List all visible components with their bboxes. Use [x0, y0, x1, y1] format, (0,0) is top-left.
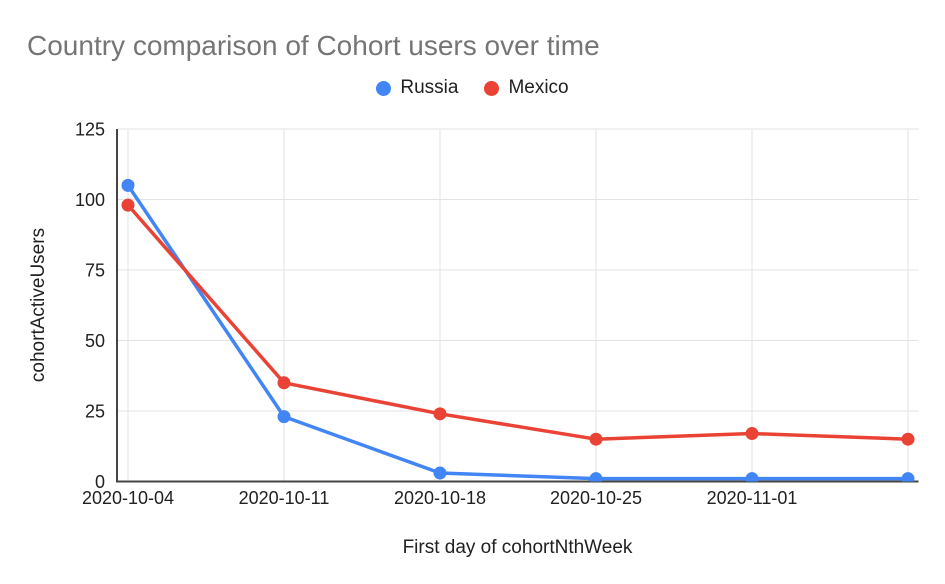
y-tick-label-25: 25: [85, 402, 105, 422]
legend-item-mexico: Mexico: [484, 77, 569, 99]
legend-label-mexico: Mexico: [508, 77, 569, 98]
data-point-mexico-3: [589, 432, 603, 446]
legend-dot-russia-icon: [376, 80, 392, 96]
data-point-mexico-1: [277, 376, 291, 390]
y-tick-label-75: 75: [85, 261, 105, 281]
y-axis-title: cohortActiveUsers: [28, 227, 49, 383]
y-tick-label-125: 125: [75, 120, 105, 140]
data-point-russia-2: [433, 466, 447, 480]
data-point-mexico-4: [745, 427, 759, 441]
x-tick-label-1: 2020-10-11: [239, 488, 330, 508]
data-point-russia-4: [745, 472, 759, 482]
data-point-mexico-5: [901, 432, 915, 446]
x-tick-label-4: 2020-11-01: [707, 488, 798, 508]
chart-title: Country comparison of Cohort users over …: [27, 30, 600, 61]
x-tick-label-2: 2020-10-18: [394, 488, 486, 508]
legend-item-russia: Russia: [376, 77, 458, 99]
series-russia: [121, 178, 915, 482]
data-point-russia-5: [901, 472, 915, 482]
series-line-russia: [126, 183, 910, 481]
legend-dot-mexico-icon: [484, 80, 500, 96]
y-tick-label-0: 0: [95, 472, 105, 492]
data-point-russia-3: [589, 472, 603, 482]
data-point-russia-1: [277, 410, 291, 424]
legend-label-russia: Russia: [400, 77, 459, 98]
series-mexico: [121, 198, 915, 446]
data-point-mexico-0: [121, 198, 135, 212]
series-line-mexico: [126, 203, 910, 441]
y-tick-label-100: 100: [75, 190, 105, 210]
x-tick-label-3: 2020-10-25: [550, 488, 642, 508]
chart-legend: Russia Mexico: [0, 77, 945, 99]
y-tick-label-50: 50: [85, 331, 105, 351]
data-point-mexico-2: [433, 407, 447, 421]
x-tick-label-0: 2020-10-04: [82, 488, 174, 508]
data-point-russia-0: [121, 178, 135, 192]
x-axis-title: First day of cohortNthWeek: [402, 537, 633, 558]
